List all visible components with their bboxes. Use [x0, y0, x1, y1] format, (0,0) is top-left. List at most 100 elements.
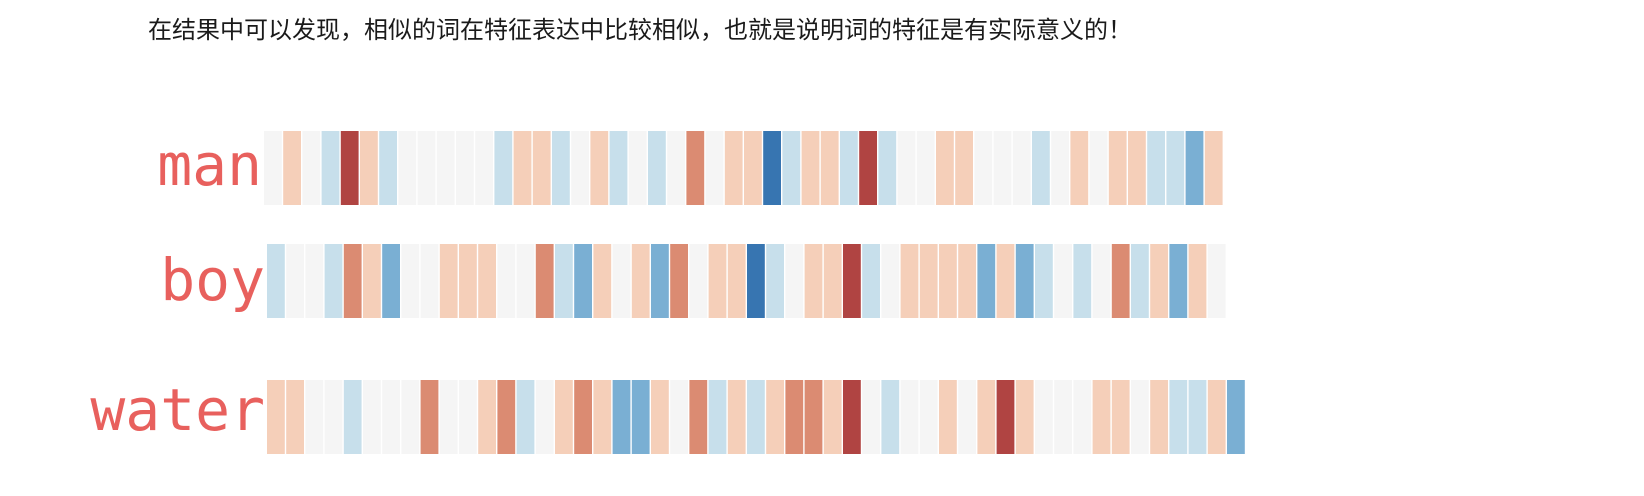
heatmap-cell: [478, 380, 496, 454]
heatmap-cell: [343, 244, 362, 318]
heatmap-cell: [974, 131, 993, 205]
heatmap-cell: [324, 244, 343, 318]
heatmap-cell: [785, 380, 804, 454]
heatmap-cell: [840, 131, 858, 205]
heatmap-cell: [936, 131, 954, 205]
heatmap-cell: [1131, 244, 1149, 318]
heatmap-cell: [727, 244, 746, 318]
heatmap-cell: [1185, 131, 1204, 205]
heatmap-cell: [574, 244, 592, 318]
heatmap-cell: [958, 380, 976, 454]
heatmap-cell: [456, 131, 474, 205]
heatmap-cell: [401, 380, 420, 454]
heatmap-cell: [343, 380, 362, 454]
heatmap-cell: [862, 380, 880, 454]
heatmap-row-water: water: [90, 376, 1245, 454]
heatmap-cell: [1108, 131, 1127, 205]
heatmap-cell: [1089, 131, 1108, 205]
heatmap-cell: [689, 244, 708, 318]
row-label-water: water: [90, 376, 265, 444]
heatmap-cell: [382, 380, 400, 454]
heatmap-cell: [763, 131, 781, 205]
heatmap-cell: [993, 131, 1012, 205]
heatmap-cell: [516, 244, 535, 318]
heatmap-cell: [593, 244, 612, 318]
heatmap-cell: [801, 131, 820, 205]
heatmap-cell: [305, 244, 324, 318]
heatmap-cell: [459, 244, 477, 318]
heatmap-cell: [1092, 244, 1111, 318]
heatmap-cell: [571, 131, 589, 205]
heatmap-cell: [996, 380, 1015, 454]
heatmap-cell: [1015, 244, 1034, 318]
heatmap-cell: [1169, 380, 1188, 454]
heatmap-cell: [286, 244, 304, 318]
heatmap-cell: [363, 244, 381, 318]
heatmap-cell: [1054, 380, 1072, 454]
heatmap-cell: [459, 380, 477, 454]
heatmap-cell: [919, 380, 938, 454]
heatmap-cell: [267, 380, 285, 454]
heatmap-cell: [823, 244, 842, 318]
heatmap-cell: [689, 380, 708, 454]
heatmap-cell: [1070, 131, 1089, 205]
heatmap-cell: [1051, 131, 1069, 205]
heatmap-cell: [1054, 244, 1072, 318]
heatmap-cell: [436, 131, 455, 205]
row-label-boy: boy: [160, 246, 265, 314]
heatmap-cell: [267, 244, 285, 318]
caption-text: 在结果中可以发现，相似的词在特征表达中比较相似，也就是说明词的特征是有实际意义的…: [148, 16, 1132, 44]
heatmap-cell: [939, 244, 957, 318]
heatmap-cell: [1188, 244, 1207, 318]
heatmap-cell: [900, 380, 919, 454]
heatmap-cell: [1032, 131, 1050, 205]
heatmap-cell: [1111, 244, 1130, 318]
heatmap-cell: [398, 131, 417, 205]
heatmap-cell: [420, 244, 439, 318]
heatmap-cell: [996, 244, 1015, 318]
heatmap-cell: [305, 380, 324, 454]
heatmap-cell: [321, 131, 340, 205]
heatmap-cell: [724, 131, 743, 205]
heatmap-cell: [497, 380, 516, 454]
heatmap-cell: [977, 380, 996, 454]
heatmap-cell: [782, 131, 801, 205]
heatmap-cell: [955, 131, 973, 205]
heatmap-cell: [360, 131, 378, 205]
heatmap-cell: [919, 244, 938, 318]
heatmap-cell: [651, 244, 669, 318]
heatmap-cell: [1207, 244, 1226, 318]
heatmap-row-boy: boy: [160, 244, 1226, 318]
heatmap-cell: [532, 131, 551, 205]
heatmap-cell: [859, 131, 877, 205]
heatmap-cell: [535, 244, 554, 318]
heatmap-cell: [478, 244, 496, 318]
heatmap-cell: [1227, 380, 1245, 454]
heatmap-cell: [420, 380, 439, 454]
heatmap-cell: [670, 244, 688, 318]
heatmap-cell: [651, 380, 669, 454]
heatmap-cell: [670, 380, 688, 454]
heatmap-cell: [1131, 380, 1149, 454]
heatmap-cell: [804, 244, 823, 318]
heatmap-cell: [686, 131, 705, 205]
heatmap-cell: [286, 380, 304, 454]
heatmap-cell: [744, 131, 762, 205]
heatmap-cell: [555, 244, 573, 318]
heatmap-cell: [340, 131, 359, 205]
heatmap-cell: [1012, 131, 1031, 205]
heatmap-cell: [1150, 244, 1168, 318]
heatmap-cell: [1204, 131, 1223, 205]
heatmap-cell: [401, 244, 420, 318]
heatmap-cell: [497, 244, 516, 318]
heatmap-cell: [264, 131, 282, 205]
heatmap-cell: [494, 131, 513, 205]
heatmap-cell: [881, 244, 900, 318]
heatmap-cell: [552, 131, 570, 205]
heatmap-cell: [302, 131, 321, 205]
heatmap-cell: [900, 244, 919, 318]
heatmap-cell: [1073, 380, 1092, 454]
heatmap-cell: [667, 131, 685, 205]
